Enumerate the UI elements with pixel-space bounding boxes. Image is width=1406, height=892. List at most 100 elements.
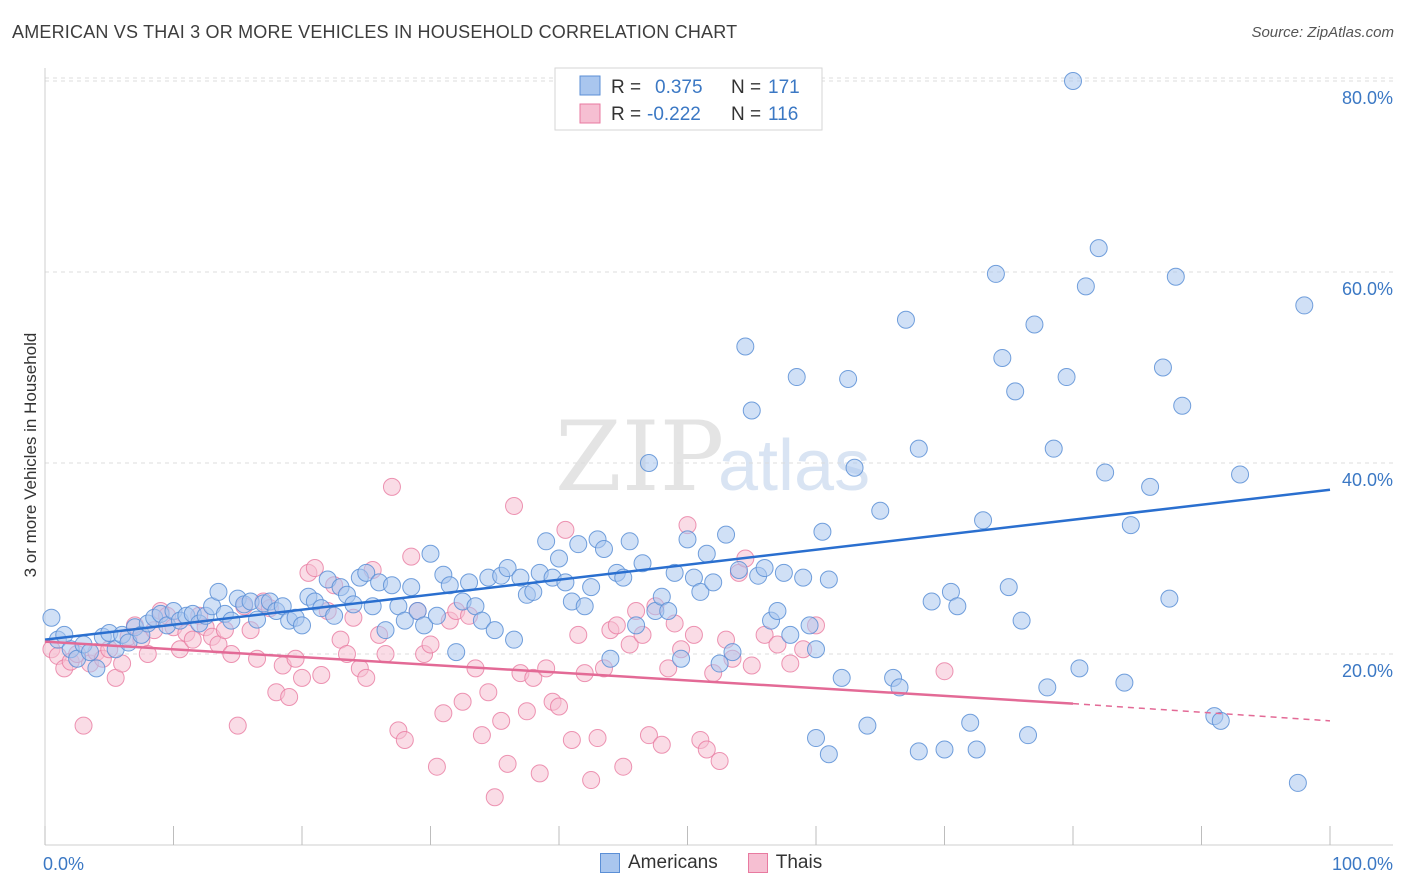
thais-point-82 (569, 625, 588, 644)
americans-point-44 (325, 606, 344, 625)
americans-point-82 (569, 535, 588, 554)
americans-point-96 (659, 602, 678, 621)
thais-point-104 (710, 751, 729, 770)
americans-point-135 (961, 713, 980, 732)
legend-label-thais: Thais (775, 852, 823, 873)
thais-point-93 (639, 726, 658, 745)
americans-point-101 (691, 582, 710, 601)
americans-point-157 (1173, 396, 1192, 415)
thais-point-49 (357, 668, 376, 687)
thais-point-67 (472, 726, 491, 745)
americans-point-149 (1089, 239, 1108, 258)
americans-point-59 (421, 544, 440, 563)
watermark-atlas: atlas (718, 426, 870, 506)
americans-point-142 (1025, 315, 1044, 334)
thais-point-15 (138, 645, 157, 663)
thais-n-value: 116 (768, 104, 798, 125)
thais-point-71 (498, 754, 517, 773)
americans-point-129 (896, 310, 915, 329)
thais-point-79 (550, 697, 568, 716)
thais-trendline-dashed (1072, 702, 1331, 722)
americans-point-155 (1160, 589, 1179, 608)
thais-point-52 (376, 645, 395, 663)
americans-point-121 (819, 570, 838, 589)
tick-labels: 20.0% 40.0% 60.0% 80.0% 0.0% 100.0% (43, 88, 1393, 874)
americans-point-91 (627, 616, 646, 635)
thais-point-61 (434, 704, 453, 723)
americans-point-98 (672, 649, 691, 668)
y-tick-label-3: 80.0% (1342, 88, 1393, 108)
americans-point-53 (382, 576, 401, 595)
americans-point-107 (729, 560, 748, 579)
americans-point-124 (845, 458, 864, 477)
americans-point-56 (402, 578, 421, 597)
americans-point-154 (1153, 358, 1172, 377)
thais-point-5 (74, 716, 93, 735)
americans-point-130 (909, 439, 928, 458)
americans-point-120 (813, 522, 832, 541)
thais-point-68 (479, 683, 498, 702)
americans-point-90 (620, 532, 639, 551)
americans-point-122 (832, 668, 851, 687)
americans-point-102 (697, 544, 716, 563)
americans-point-116 (787, 368, 806, 387)
americans-point-73 (511, 568, 530, 587)
americans-point-143 (1038, 678, 1057, 697)
americans-point-39 (293, 616, 311, 635)
bottom-legend: Americans Thais (600, 852, 840, 874)
americans-point-163 (967, 740, 986, 759)
y-tick-label-1: 40.0% (1342, 470, 1393, 490)
americans-point-167 (807, 729, 825, 748)
americans-point-28 (222, 611, 241, 630)
americans-point-60 (427, 606, 446, 625)
series-americans (42, 72, 1314, 792)
americans-point-156 (1166, 267, 1185, 286)
source-label: Source: ZipAtlas.com (1251, 24, 1394, 41)
thais-point-39 (293, 668, 311, 687)
stats-legend: R = 0.375 N = 171 R = -0.222 N = 116 (554, 67, 823, 131)
thais-swatch-icon (579, 103, 601, 124)
americans-point-58 (415, 616, 434, 635)
legend-item-americans[interactable]: Americans (600, 852, 718, 874)
thais-trendline (44, 640, 1074, 705)
thais-point-89 (614, 757, 633, 776)
thais-point-76 (530, 764, 549, 783)
americans-point-84 (582, 578, 601, 597)
thais-point-22 (183, 630, 202, 649)
americans-point-93 (639, 454, 658, 472)
thais-point-69 (485, 788, 504, 807)
americans-point-87 (601, 649, 620, 668)
americans-point-117 (794, 568, 813, 587)
americans-point-62 (440, 576, 459, 595)
americans-point-118 (800, 616, 819, 635)
americans-point-80 (556, 573, 575, 592)
thais-point-72 (505, 496, 524, 515)
americans-point-134 (948, 597, 967, 616)
americans-point-114 (774, 563, 793, 582)
americans-point-136 (974, 511, 993, 530)
thais-point-56 (402, 547, 421, 566)
americans-point-105 (717, 525, 736, 544)
legend-item-thais[interactable]: Thais (747, 852, 823, 874)
americans-point-145 (1057, 368, 1076, 387)
americans-point-0 (42, 608, 61, 627)
americans-point-151 (1115, 673, 1134, 692)
americans-point-69 (485, 621, 504, 640)
thais-n-label: N = (731, 104, 761, 125)
thais-point-88 (607, 616, 626, 635)
americans-point-83 (575, 597, 594, 616)
thais-point-77 (537, 659, 556, 678)
americans-point-106 (723, 643, 742, 662)
americans-point-119 (807, 640, 825, 659)
legend-label-americans: Americans (628, 852, 718, 873)
americans-point-148 (1076, 277, 1095, 296)
trendlines (44, 488, 1331, 722)
chart-title: AMERICAN VS THAI 3 OR MORE VEHICLES IN H… (12, 22, 738, 42)
americans-n-label: N = (731, 77, 761, 98)
thais-r-label: R = (611, 104, 641, 125)
thais-point-46 (337, 645, 356, 663)
gridlines (45, 77, 1393, 655)
thais-point-60 (427, 757, 446, 776)
americans-point-113 (768, 602, 787, 621)
americans-point-140 (1006, 382, 1025, 401)
